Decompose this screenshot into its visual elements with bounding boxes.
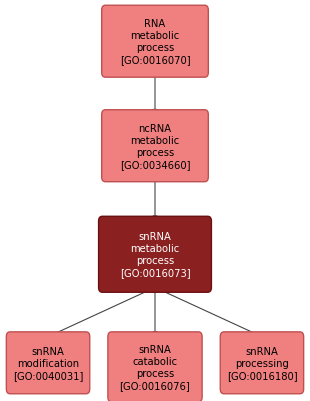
FancyBboxPatch shape xyxy=(220,332,303,394)
Text: snRNA
catabolic
process
[GO:0016076]: snRNA catabolic process [GO:0016076] xyxy=(120,344,190,390)
Text: snRNA
modification
[GO:0040031]: snRNA modification [GO:0040031] xyxy=(13,346,83,380)
Text: snRNA
processing
[GO:0016180]: snRNA processing [GO:0016180] xyxy=(227,346,297,380)
Text: ncRNA
metabolic
process
[GO:0034660]: ncRNA metabolic process [GO:0034660] xyxy=(120,124,190,169)
FancyBboxPatch shape xyxy=(99,217,211,293)
FancyBboxPatch shape xyxy=(102,111,208,182)
Text: RNA
metabolic
process
[GO:0016070]: RNA metabolic process [GO:0016070] xyxy=(120,19,190,65)
Text: snRNA
metabolic
process
[GO:0016073]: snRNA metabolic process [GO:0016073] xyxy=(120,232,190,277)
FancyBboxPatch shape xyxy=(102,6,208,78)
FancyBboxPatch shape xyxy=(108,332,202,401)
FancyBboxPatch shape xyxy=(6,332,90,394)
